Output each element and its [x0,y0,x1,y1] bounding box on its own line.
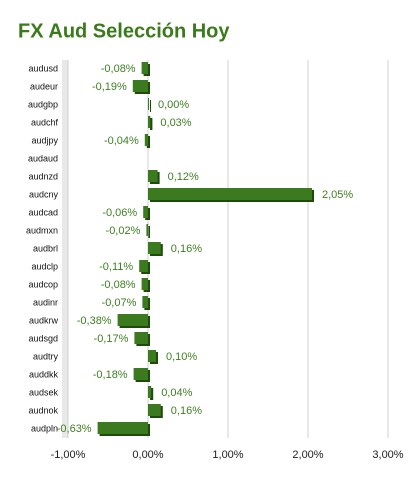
value-label: -0,04% [104,135,139,147]
bar [134,332,148,344]
y-tick-label: audusd [28,63,58,73]
value-label: 0,00% [158,99,189,111]
value-label: 0,10% [166,351,197,363]
x-tick-label: 2,00% [292,449,323,461]
value-label: -0,02% [106,225,141,237]
value-label: -0,07% [102,297,137,309]
bar [148,188,312,200]
y-tick-label: audkrw [29,315,59,325]
bar [97,422,148,434]
y-tick-label: auddkk [29,369,59,379]
y-tick-label: audeur [30,81,58,91]
axis-band [62,60,68,438]
bar [144,134,148,146]
bar [139,260,148,272]
value-label: -0,63% [57,423,92,435]
bar [143,206,148,218]
bar [141,278,148,290]
value-label: -0,08% [101,63,136,75]
bar-shadow [146,136,150,148]
y-tick-label: audsgd [28,333,58,343]
bar-shadow [150,100,151,112]
bar-shadow [150,388,154,400]
y-tick-label: audtry [33,351,59,361]
value-label: -0,17% [94,333,129,345]
value-label: 0,04% [161,387,192,399]
y-tick-label: audmxn [26,225,58,235]
value-label: 0,12% [168,171,199,183]
y-tick-label: audgbp [28,99,58,109]
y-tick-label: audcny [29,189,59,199]
y-tick-label: audchf [31,117,59,127]
y-tick-label: audinr [33,297,58,307]
bar [117,314,148,326]
bar [148,404,161,416]
chart-title: FX Aud Selección Hoy [18,20,230,42]
bar [148,98,149,110]
bar [133,368,148,380]
value-label: -0,11% [99,261,133,273]
y-tick-label: audnzd [28,171,58,181]
x-tick-label: 1,00% [212,449,243,461]
bar-shadow [148,226,150,238]
y-tick-label: audjpy [31,135,58,145]
bar-shadow [150,118,153,130]
bar [148,350,156,362]
value-label: 0,16% [171,243,202,255]
bar [148,116,151,128]
bar [148,386,152,398]
y-tick-label: audcop [28,279,58,289]
value-label: 2,05% [322,189,353,201]
y-tick-label: audbrl [33,243,58,253]
y-tick-label: audclp [31,261,58,271]
bar [132,80,148,92]
value-label: -0,18% [93,369,128,381]
bar [148,170,158,182]
y-tick-label: audcad [28,207,58,217]
y-tick-label: audaud [28,153,58,163]
y-tick-label: audsek [29,387,59,397]
value-label: -0,38% [77,315,112,327]
bar [142,296,148,308]
value-label: -0,06% [102,207,137,219]
x-tick-label: -1,00% [51,449,86,461]
x-tick-label: 0,00% [132,449,163,461]
value-label: -0,19% [92,81,127,93]
value-label: 0,03% [160,117,191,129]
value-label: 0,16% [171,405,202,417]
value-label: -0,08% [101,279,136,291]
bar [141,62,148,74]
bar [146,224,148,236]
y-tick-label: audnok [28,405,58,415]
x-tick-label: 3,00% [372,449,403,461]
bar [148,242,161,254]
y-tick-label: audpln [31,423,58,433]
